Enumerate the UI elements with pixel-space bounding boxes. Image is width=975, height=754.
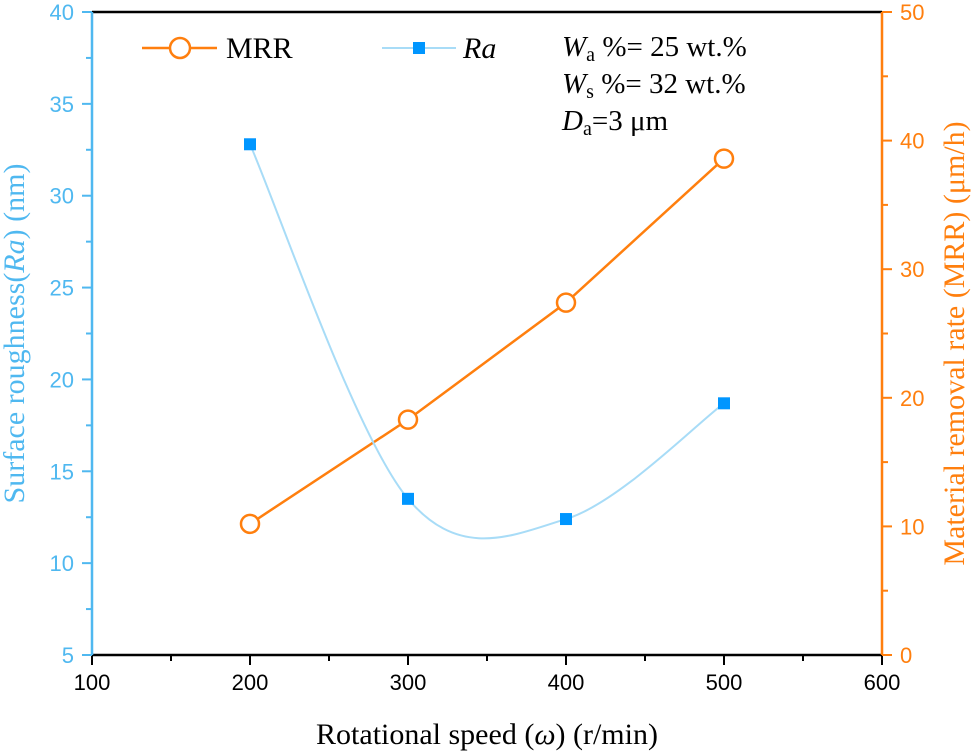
x-axis-label-part: ω: [534, 718, 555, 751]
y-right-tick-label: 10: [900, 514, 924, 539]
axes: 100 200 300 400 500 6005101520253035400102030…: [50, 0, 925, 695]
x-tick-label: 200: [232, 670, 269, 695]
annotations: Wa %= 25 wt.%Ws %= 32 wt.%Da=3 μm: [561, 31, 747, 140]
x-tick-label: 300: [390, 670, 427, 695]
annotation-line: Wa %= 25 wt.%: [562, 31, 747, 66]
y-left-tick-label: 5: [62, 643, 74, 668]
annotation-line: Ws %= 32 wt.%: [562, 68, 746, 103]
y-left-axis-label-part: Ra: [0, 239, 31, 273]
y-left-axis-label: Surface roughness(Ra) (nm): [0, 164, 31, 504]
legend-mrr-marker: [168, 36, 192, 60]
annotation-symbol: W: [562, 31, 589, 63]
y-left-tick-label: 20: [50, 367, 74, 392]
annotation-subscript: a: [586, 44, 595, 66]
series-line-mrr: [249, 157, 725, 525]
x-tick-label: 500: [706, 670, 743, 695]
mrr-point: [555, 292, 577, 313]
y-left-axis-label-part: ) (nm): [0, 164, 31, 240]
mrr-point: [713, 148, 735, 169]
annotation-subscript: a: [583, 118, 592, 140]
mrr-point: [239, 513, 261, 535]
y-left-tick-label: 15: [50, 459, 74, 484]
legend-mrr-label: MRR: [226, 32, 293, 65]
ra-point: [402, 492, 414, 505]
y-left-axis-label-part: Surface roughness(: [0, 273, 31, 504]
y-left-tick-label: 25: [50, 276, 74, 301]
x-tick-label: 100: [74, 670, 111, 695]
annotation-value: %= 25 wt.%: [595, 31, 747, 63]
ra-point: [718, 397, 730, 410]
annotation-symbol: D: [561, 105, 583, 137]
plot-markers: [239, 138, 735, 535]
annotation-value: =3 μm: [592, 105, 669, 137]
y-right-axis-label: Material removal rate (MRR) (μm/h): [938, 121, 971, 565]
x-tick-label: 400: [548, 670, 585, 695]
y-right-tick-label: 0: [900, 643, 912, 668]
annotation-value: %= 32 wt.%: [594, 68, 746, 100]
annotation-symbol: W: [562, 68, 589, 100]
y-right-tick-label: 20: [900, 386, 924, 411]
ra-point: [244, 138, 256, 151]
mrr-point: [397, 409, 419, 430]
plot-curves: [249, 143, 725, 540]
y-right-tick-label: 30: [900, 257, 924, 282]
axis-labels: Rotational speed (ω) (r/min) Surface roug…: [0, 121, 971, 751]
x-axis-label-part: ) (r/min): [556, 718, 658, 751]
annotation-line: Da=3 μm: [561, 105, 668, 140]
y-left-tick-label: 35: [50, 92, 74, 117]
ra-point: [560, 513, 572, 526]
y-left-tick-label: 40: [50, 0, 74, 25]
legend-ra-marker: [413, 42, 425, 54]
y-left-tick-label: 30: [50, 184, 74, 209]
y-right-tick-label: 50: [900, 0, 924, 25]
y-right-tick-label: 40: [900, 129, 924, 154]
annotation-subscript: s: [586, 81, 594, 103]
x-axis-label: Rotational speed (ω) (r/min): [316, 718, 658, 751]
series-line-ra: [249, 143, 725, 540]
legend-ra-label: Ra: [462, 32, 496, 65]
y-left-tick-label: 10: [50, 551, 74, 576]
x-tick-label: 600: [864, 670, 901, 695]
x-axis-label-part: Rotational speed (: [316, 718, 534, 751]
legend: MRR Ra: [142, 32, 496, 65]
